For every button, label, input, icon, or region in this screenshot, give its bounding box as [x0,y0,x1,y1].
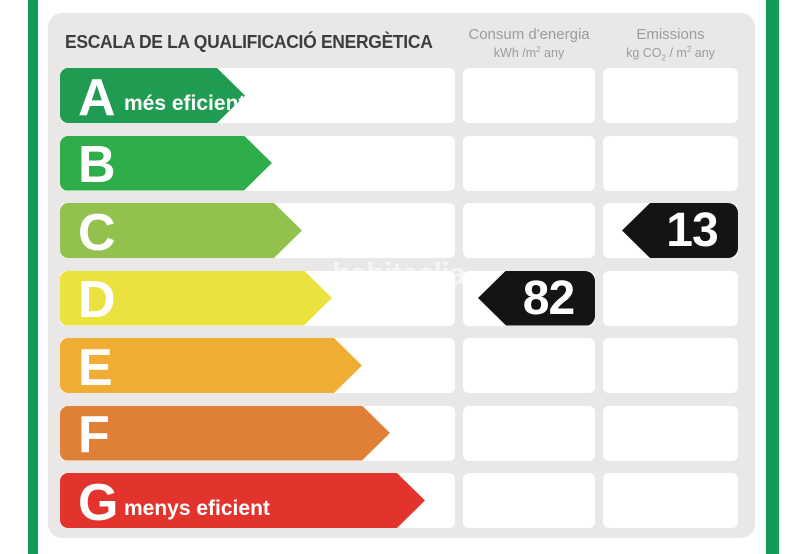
page-title: ESCALA DE LA QUALIFICACIÓ ENERGÈTICA [65,32,433,52]
emissions-column-header: Emissions kg CO2 / m2 any [603,25,738,65]
rating-letter-d: D [78,271,116,330]
emissions-cell [603,405,738,461]
emissions-cell [603,338,738,393]
rating-letter-b: B [78,136,116,195]
scale-row-g: G menys eficient [48,473,755,528]
energy-scale-card: ESCALA DE LA QUALIFICACIÓ ENERGÈTICA Con… [48,13,755,538]
emissions-cell [603,473,738,528]
habitaclia-watermark: habitaclia [332,256,466,291]
emissions-cell [603,135,738,191]
consum-cell [463,338,595,393]
scale-row-a: A més eficient [48,68,755,123]
rating-arrow-g: G menys eficient [60,473,425,528]
emissions-cell [603,68,738,123]
consum-value-badge: 82 [478,270,595,326]
rating-arrow-d: D [60,271,332,326]
right-green-stripe [766,0,779,554]
rating-arrow-a: A més eficient [60,68,245,123]
consum-value: 82 [522,271,575,325]
consum-column-header: Consum d'energia kWh /m2 any [463,25,595,62]
consum-cell [463,203,595,258]
consum-label: Consum d'energia [468,26,590,43]
consum-cell [463,68,595,123]
scale-row-b: B [48,135,755,191]
rating-arrow-e: E [60,338,362,393]
consum-unit: kWh /m2 any [493,45,565,61]
emissions-label: Emissions [636,26,705,43]
consum-cell [463,405,595,461]
rating-letter-f: F [78,406,110,465]
consum-cell [463,135,595,191]
emissions-unit: kg CO2 / m2 any [626,45,715,63]
rating-label-a: més eficient [124,92,246,115]
scale-row-d: D 82 [48,270,755,326]
scale-row-e: E [48,338,755,393]
scale-row-c: C 13 [48,203,755,258]
rating-letter-g: G [78,473,119,532]
consum-cell [463,473,595,528]
rating-arrow-f: F [60,406,390,461]
left-green-stripe [28,0,38,554]
rating-arrow-c: C [60,203,302,258]
rating-letter-a: A [78,68,116,127]
rating-letter-c: C [78,203,116,262]
rating-arrow-b: B [60,136,272,191]
emissions-value: 13 [666,204,718,257]
scale-row-f: F [48,405,755,461]
emissions-value-badge: 13 [622,203,738,258]
rating-label-g: menys eficient [124,497,270,520]
rating-letter-e: E [78,338,113,397]
emissions-cell [603,270,738,326]
